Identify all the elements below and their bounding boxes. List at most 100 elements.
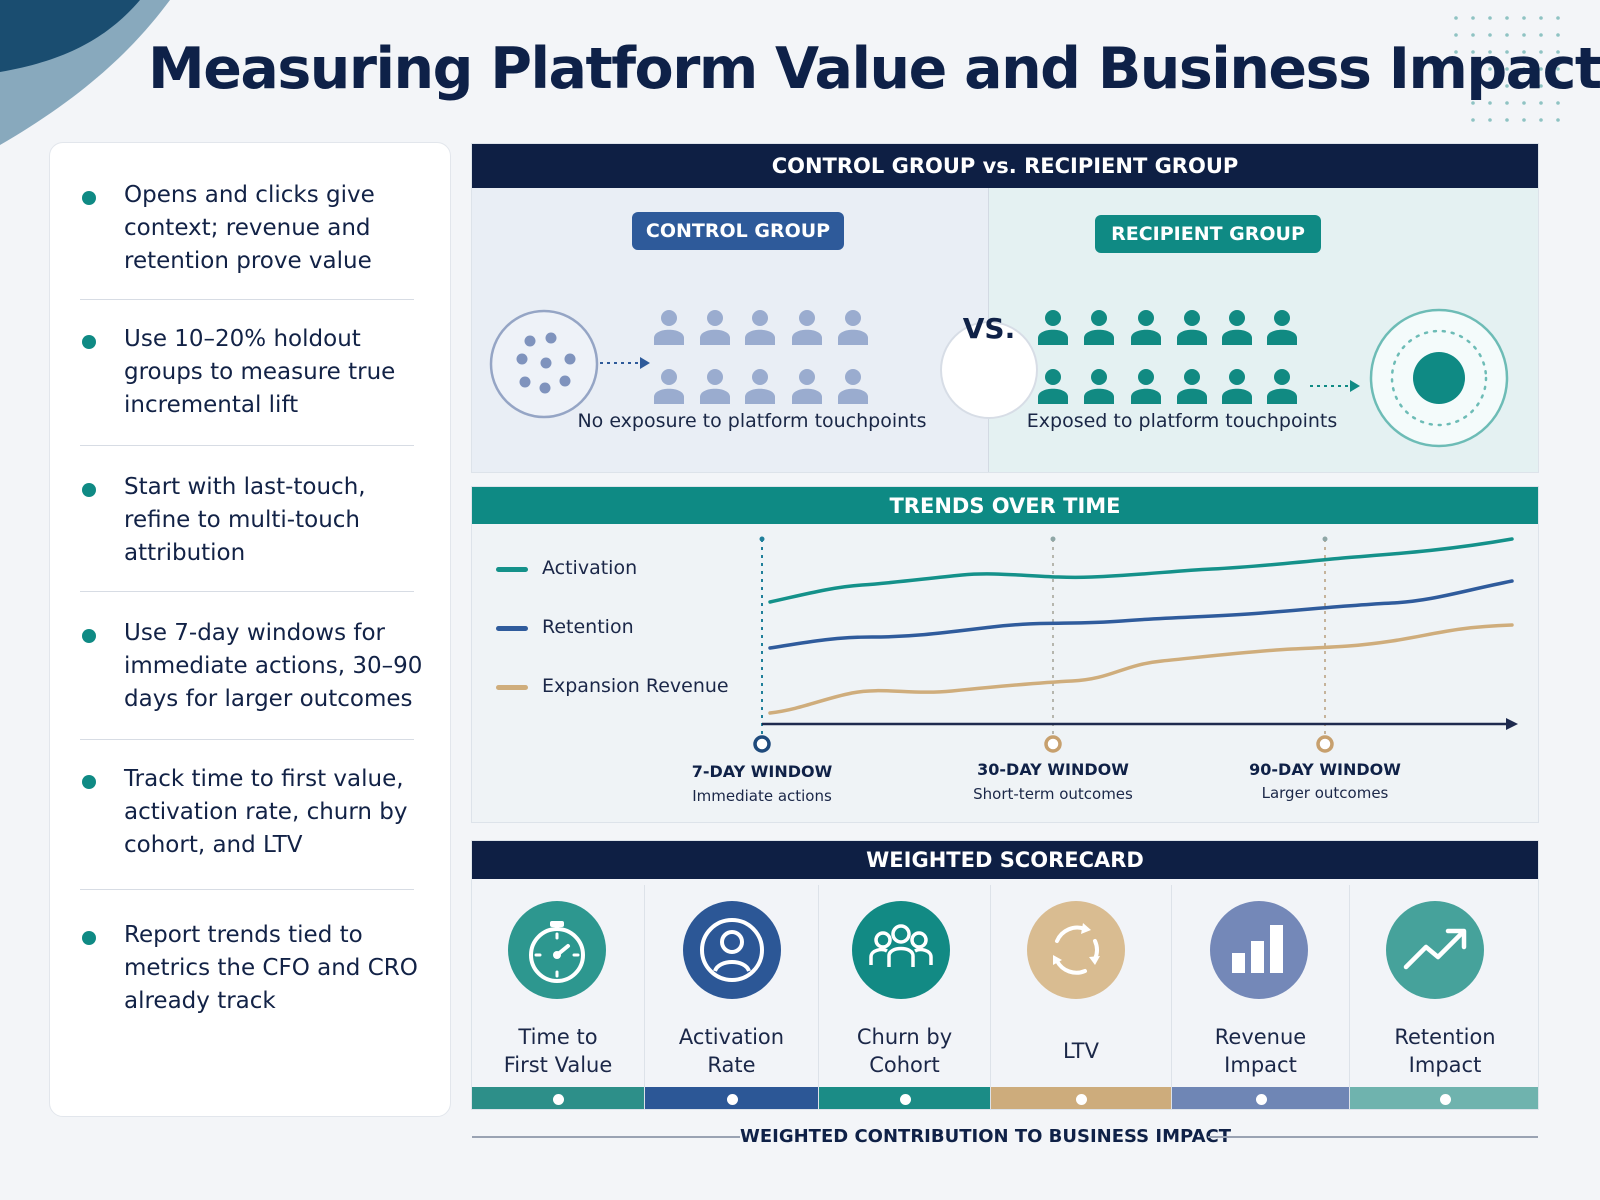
person-icon: [700, 310, 730, 345]
user-circle-icon: [683, 901, 781, 999]
bullet-text: Use 7-day windows for immediate actions,…: [124, 620, 423, 712]
group-comparison-panel: CONTROL GROUP vs. RECIPIENT GROUP CONTRO…: [471, 143, 1539, 473]
person-icon: [654, 369, 684, 404]
bullet-dot: [82, 483, 96, 497]
scorecard-footer: WEIGHTED CONTRIBUTION TO BUSINESS IMPACT: [740, 1126, 1231, 1147]
panel-header: WEIGHTED SCORECARD: [472, 841, 1538, 879]
key-points-panel: Opens and clicks give context; revenue a…: [49, 142, 451, 1117]
vs-badge: [940, 321, 1038, 419]
retention-line: [768, 579, 1514, 650]
scorecard-label: Churn by Cohort: [856, 1025, 953, 1077]
person-icon: [1131, 310, 1161, 345]
weight-bar: [1172, 1087, 1349, 1109]
person-icon: [1038, 369, 1068, 404]
scorecard-item-activation-rate: Activation Rate: [645, 885, 819, 1109]
person-icon: [1267, 369, 1297, 404]
divider: [80, 299, 414, 300]
vs-label: VS.: [962, 312, 1016, 345]
divider: [1208, 1136, 1538, 1138]
bullet-dot: [82, 775, 96, 789]
person-icon: [838, 310, 868, 345]
person-icon: [792, 369, 822, 404]
scorecard-item-time-to-first-value: Time to First Value: [472, 885, 645, 1109]
scorecard-item-revenue-impact: Revenue Impact: [1172, 885, 1350, 1109]
person-icon: [1084, 310, 1114, 345]
window-title: 90-DAY WINDOW: [1249, 760, 1401, 779]
expansion-revenue-line: [768, 623, 1514, 715]
person-icon: [1177, 369, 1207, 404]
weight-bar: [645, 1087, 818, 1109]
cycle-icon: [1027, 901, 1125, 999]
bar-chart-icon: [1210, 901, 1308, 999]
divider: [80, 889, 414, 890]
bullet-dot: [82, 191, 96, 205]
divider: [80, 591, 414, 592]
window-title: 30-DAY WINDOW: [977, 760, 1129, 779]
legend-label: Activation: [542, 557, 638, 579]
bullet-dot: [82, 931, 96, 945]
person-icon: [1222, 369, 1252, 404]
scorecard-label: Time to First Value: [503, 1025, 613, 1077]
recipient-caption: Exposed to platform touchpoints: [1026, 410, 1338, 432]
person-icon: [838, 369, 868, 404]
person-icon: [1038, 310, 1068, 345]
legend-label: Retention: [542, 616, 634, 638]
divider: [472, 1136, 740, 1138]
bullet-text: Start with last-touch, refine to multi-t…: [124, 474, 366, 566]
panel-header: TRENDS OVER TIME: [472, 487, 1538, 524]
window-marker-7-day: [753, 735, 771, 753]
weight-bar: [472, 1087, 644, 1109]
person-icon: [745, 369, 775, 404]
person-icon: [1131, 369, 1161, 404]
decorative-arc: [0, 0, 170, 145]
divider: [80, 739, 414, 740]
legend-swatch-expansion-revenue: [496, 685, 528, 690]
recipient-people-icons: [1038, 310, 1297, 404]
window-subtitle: Short-term outcomes: [973, 785, 1133, 803]
legend-swatch-activation: [496, 567, 528, 572]
bullet-text: Report trends tied to metrics the CFO an…: [124, 922, 418, 1014]
scorecard-item-ltv: LTV: [991, 885, 1172, 1109]
dotted-arrow-icon: [1310, 380, 1360, 392]
person-icon: [654, 310, 684, 345]
group-icon: [852, 901, 950, 999]
control-caption: No exposure to platform touchpoints: [577, 410, 927, 432]
page-title: Measuring Platform Value and Business Im…: [148, 36, 1600, 102]
legend-swatch-retention: [496, 626, 528, 631]
decorative-dots: [1454, 16, 1560, 122]
group-illustration: [489, 308, 1509, 448]
weight-bar: [991, 1087, 1171, 1109]
window-subtitle: Larger outcomes: [1261, 784, 1389, 802]
window-marker-30-day: [1044, 735, 1062, 753]
person-icon: [792, 310, 822, 345]
weighted-scorecard-panel: WEIGHTED SCORECARD Time to First Value: [471, 840, 1539, 1110]
trend-up-icon: [1386, 901, 1484, 999]
target-icon: [1369, 308, 1509, 448]
scorecard-label: Activation Rate: [678, 1025, 785, 1077]
person-icon: [1222, 310, 1252, 345]
window-marker-90-day: [1316, 735, 1334, 753]
bullet-text: Use 10–20% holdout groups to measure tru…: [124, 326, 396, 418]
bullet-text: Track time to first value, activation ra…: [124, 766, 408, 858]
scorecard-item-churn-by-cohort: Churn by Cohort: [819, 885, 991, 1109]
control-group-label: CONTROL GROUP: [632, 212, 844, 250]
scorecard-label: Revenue Impact: [1214, 1025, 1307, 1077]
scattered-dots-icon: [489, 309, 599, 419]
bullet-text: Opens and clicks give context; revenue a…: [124, 182, 375, 274]
dotted-arrow-icon: [600, 357, 650, 369]
trend-lines-graphic: [753, 536, 1518, 753]
axis-arrow-icon: [1506, 718, 1518, 730]
person-icon: [1084, 369, 1114, 404]
control-people-icons: [654, 310, 868, 404]
window-title: 7-DAY WINDOW: [691, 762, 833, 781]
scorecard-label: LTV: [1062, 1039, 1099, 1063]
person-icon: [1177, 310, 1207, 345]
bullet-dot: [82, 629, 96, 643]
bullet-dot: [82, 335, 96, 349]
stopwatch-icon: [508, 901, 606, 999]
person-icon: [700, 369, 730, 404]
weight-bar: [1350, 1087, 1538, 1109]
legend-label: Expansion Revenue: [542, 675, 729, 697]
activation-line: [768, 537, 1514, 604]
